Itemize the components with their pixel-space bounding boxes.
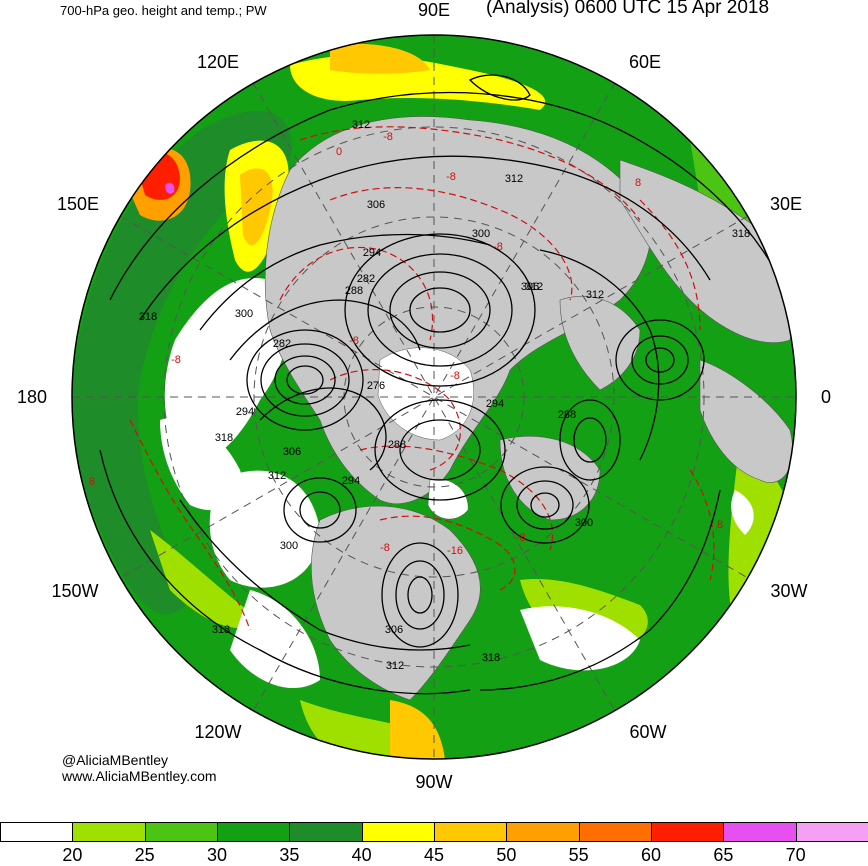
height-contour-label: 318 xyxy=(212,624,230,636)
height-contour-label: 312 xyxy=(268,470,286,482)
colorbar-tick-label: 70 xyxy=(785,845,806,865)
temperature-contour-label: 8 xyxy=(635,177,641,189)
colorbar-swatch xyxy=(144,822,218,842)
colorbar-swatch xyxy=(723,822,797,842)
temperature-contour-label: -8 xyxy=(349,335,359,347)
colorbar-tick-label: 45 xyxy=(423,845,445,865)
longitude-label: 180 xyxy=(17,387,47,407)
height-contour-label: 312 xyxy=(352,119,370,131)
height-contour-label: 318 xyxy=(732,228,750,240)
product-title: 700-hPa geo. height and temp.; PW xyxy=(60,3,267,18)
height-contour-label: 282 xyxy=(357,273,375,285)
height-contour-label: 318 xyxy=(215,432,233,444)
height-contour-label: 306 xyxy=(367,199,385,211)
colorbar-tick-label: 35 xyxy=(279,845,300,865)
height-contour-label: 300 xyxy=(575,517,593,529)
colorbar-swatch xyxy=(289,822,363,842)
height-contour-label: 318 xyxy=(139,311,157,323)
colorbar-swatch xyxy=(651,822,725,842)
temperature-contour-label: -8 xyxy=(383,131,393,143)
height-contour-label: 300 xyxy=(235,308,253,320)
colorbar-swatch xyxy=(0,822,74,842)
credit-handle: @AliciaMBentley xyxy=(62,752,169,768)
temperature-contour-label: -16 xyxy=(447,545,463,557)
colorbar-tick-label: 60 xyxy=(640,845,662,865)
temperature-contour-label: -8 xyxy=(450,370,460,382)
temperature-contour-label: -8 xyxy=(171,354,181,366)
longitude-label: 120E xyxy=(197,52,239,72)
height-contour-label: 312 xyxy=(505,173,523,185)
height-contour-label: 288 xyxy=(558,409,576,421)
height-contours xyxy=(99,74,791,695)
height-contour-label: 312 xyxy=(586,289,604,301)
map-border xyxy=(71,34,797,760)
colorbar-tick-label: 55 xyxy=(568,845,589,865)
height-contour-label: 306 xyxy=(283,446,301,458)
colorbar-tick-label: 40 xyxy=(351,845,372,865)
longitude-label: 90W xyxy=(415,772,452,792)
longitude-label: 0 xyxy=(821,387,831,407)
arctic-ocean xyxy=(377,347,474,520)
height-contour-label: 294 xyxy=(342,475,360,487)
height-contour-label: 294 xyxy=(486,398,504,410)
height-contour-label: 282 xyxy=(273,338,291,350)
temperature-label-layer: 0 -8 -8 -8 -8 -8 -8 -8 -16 -8 8 8 8 xyxy=(89,131,723,557)
height-contour-label: 294 xyxy=(236,406,254,418)
credit-website: www.AliciaMBentley.com xyxy=(62,768,217,784)
height-contour-label: 288 xyxy=(388,439,406,451)
pw-colorbar: 20 25 30 35 40 45 50 55 60 65 70 xyxy=(0,822,868,865)
temperature-contour-label: -8 xyxy=(516,532,526,544)
height-contour-label: 276 xyxy=(367,380,385,392)
colorbar-swatch xyxy=(217,822,291,842)
colorbar-tick-label: 20 xyxy=(62,845,83,865)
longitude-label: 150E xyxy=(57,194,99,214)
colorbar-tick-label: 30 xyxy=(206,845,228,865)
temperature-contour-label: 0 xyxy=(336,146,342,158)
pw-dry-regions xyxy=(160,278,754,689)
temperature-contour-label: 8 xyxy=(89,476,95,488)
height-contour-label: 294 xyxy=(363,247,381,259)
colorbar-swatch xyxy=(434,822,508,842)
longitude-label: 30E xyxy=(770,194,802,214)
height-contour-label: 300 xyxy=(280,540,298,552)
height-contour-label: 300 xyxy=(472,228,490,240)
colorbar-tick-label: 25 xyxy=(134,845,155,865)
height-contour-label: 306 xyxy=(385,624,403,636)
colorbar-swatch xyxy=(795,822,868,842)
colorbar-swatch xyxy=(506,822,580,842)
height-contour-label: 318 xyxy=(482,652,500,664)
colorbar-tick-label: 50 xyxy=(496,845,517,865)
temperature-contour-label: -8 xyxy=(493,241,503,253)
longitude-label: 120W xyxy=(194,722,241,742)
colorbar-swatch xyxy=(361,822,435,842)
height-contour-label: 306 xyxy=(521,281,539,293)
colorbar-swatch xyxy=(72,822,146,842)
longitude-label: 30W xyxy=(770,581,807,601)
height-contour-label: 312 xyxy=(386,660,404,672)
colorbar-swatch xyxy=(578,822,652,842)
longitude-label: 90E xyxy=(418,0,450,20)
longitude-label-layer: 90E 60E 30E 0 30W 60W 90W 120W 150W 180 150E 120E xyxy=(17,0,831,792)
temperature-contour-label: -8 xyxy=(446,171,456,183)
height-contour-label: 312 xyxy=(525,281,543,293)
temperature-contour-label: -8 xyxy=(380,542,390,554)
longitude-label: 60W xyxy=(629,722,666,742)
longitude-label: 60E xyxy=(629,52,661,72)
colorbar-tick-label: 65 xyxy=(713,845,734,865)
land-areas xyxy=(264,116,795,701)
valid-time-title: (Analysis) 0600 UTC 15 Apr 2018 xyxy=(486,0,770,18)
height-contour-label: 288 xyxy=(345,285,363,297)
longitude-label: 150W xyxy=(51,581,98,601)
temperature-contour-label: 8 xyxy=(717,519,723,531)
